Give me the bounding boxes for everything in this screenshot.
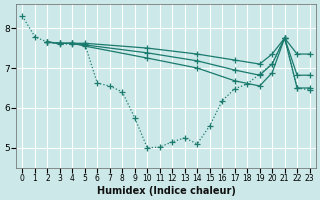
X-axis label: Humidex (Indice chaleur): Humidex (Indice chaleur) [97, 186, 236, 196]
